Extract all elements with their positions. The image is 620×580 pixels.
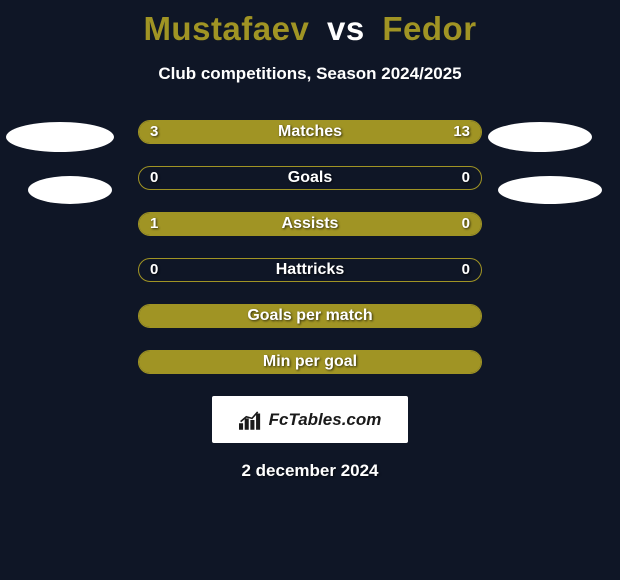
brand-badge: FcTables.com — [212, 396, 408, 443]
stat-row: Goals per match — [0, 304, 620, 328]
stat-row: Min per goal — [0, 350, 620, 374]
stat-bar — [138, 166, 482, 190]
stat-bar — [138, 304, 482, 328]
stat-bar — [138, 212, 482, 236]
brand-bars-icon — [239, 410, 265, 430]
stat-row: Hattricks00 — [0, 258, 620, 282]
title-vs: vs — [327, 10, 365, 47]
page-title: Mustafaev vs Fedor — [0, 0, 620, 48]
stat-bar-left — [139, 305, 481, 327]
stat-bar-left — [139, 121, 203, 143]
stat-bar-left — [139, 213, 406, 235]
stat-bar-left — [139, 351, 481, 373]
stat-bar — [138, 120, 482, 144]
title-player2: Fedor — [382, 10, 476, 47]
brand-text: FcTables.com — [269, 410, 382, 430]
stat-row: Matches313 — [0, 120, 620, 144]
stat-bar — [138, 258, 482, 282]
subtitle: Club competitions, Season 2024/2025 — [0, 64, 620, 84]
stat-rows: Matches313 Goals00 Assists10 Hattricks00 Goa… — [0, 120, 620, 374]
stat-bar-right — [203, 121, 481, 143]
footer-date: 2 december 2024 — [0, 461, 620, 481]
stat-row: Goals00 — [0, 166, 620, 190]
stat-row: Assists10 — [0, 212, 620, 236]
stat-bar-right — [406, 213, 481, 235]
stat-bar — [138, 350, 482, 374]
title-player1: Mustafaev — [143, 10, 309, 47]
